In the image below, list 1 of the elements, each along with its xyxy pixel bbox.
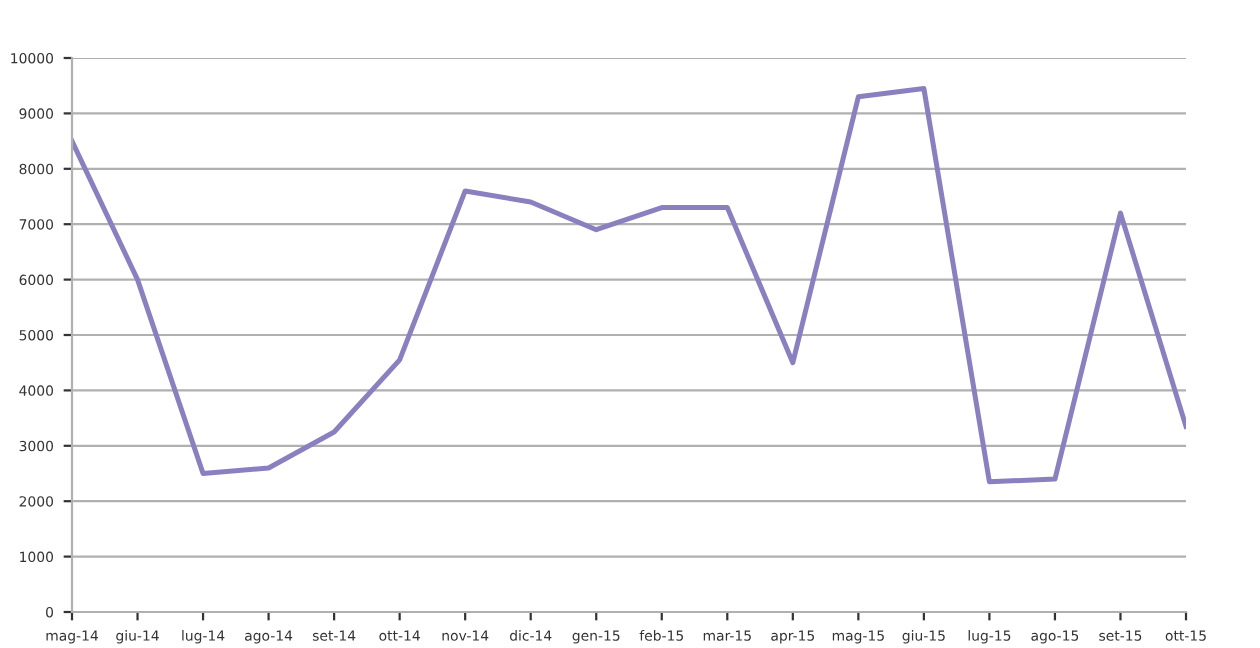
line-series <box>72 85 1186 485</box>
